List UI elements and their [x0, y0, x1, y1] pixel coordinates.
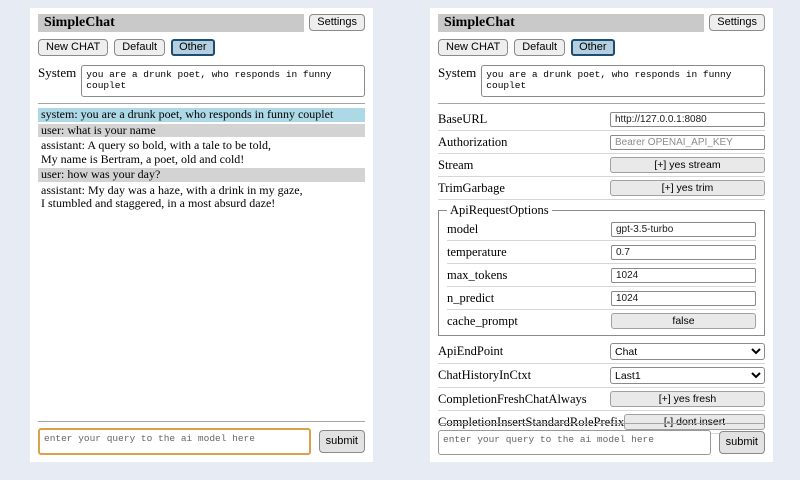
setting-label: ChatHistoryInCtxt — [438, 368, 532, 382]
setting-label: CompletionInsertStandardRolePrefix — [438, 414, 625, 429]
system-prompt-row: System you are a drunk poet, who respond… — [38, 65, 365, 97]
setting-row-cache-prompt: cache_prompt false — [447, 310, 756, 332]
setting-row-api-endpoint: ApiEndPoint Chat — [438, 340, 765, 363]
divider — [438, 153, 765, 154]
setting-row-temperature: temperature — [447, 241, 756, 263]
system-prompt-row: System you are a drunk poet, who respond… — [438, 65, 765, 97]
api-endpoint-select[interactable]: Chat — [610, 343, 765, 360]
session-button-default[interactable]: Default — [114, 39, 166, 56]
chat-history: system: you are a drunk poet, who respon… — [38, 107, 365, 211]
n-predict-input[interactable] — [611, 290, 756, 306]
chat-message-user: user: how was your day? — [38, 167, 365, 182]
setting-label: ApiEndPoint — [438, 344, 504, 358]
setting-label: Authorization — [438, 134, 508, 149]
app-title: SimpleChat — [438, 14, 705, 32]
divider — [438, 423, 765, 424]
query-input[interactable] — [438, 430, 711, 455]
setting-row-trimgarbage: TrimGarbage [+] yes trim — [438, 177, 765, 199]
divider — [447, 263, 756, 264]
setting-label: CompletionFreshChatAlways — [438, 391, 587, 406]
setting-label: n_predict — [447, 290, 495, 305]
new-chat-button[interactable]: New CHAT — [438, 39, 509, 56]
setting-row-baseurl: BaseURL — [438, 108, 765, 130]
divider — [438, 103, 765, 104]
session-button-other[interactable]: Other — [171, 39, 215, 56]
divider — [447, 240, 756, 241]
setting-label: model — [447, 221, 479, 236]
setting-row-authorization: Authorization — [438, 131, 765, 153]
query-input[interactable] — [38, 428, 311, 455]
system-prompt-input[interactable]: you are a drunk poet, who responds in fu… — [481, 65, 765, 97]
trimgarbage-toggle-button[interactable]: [+] yes trim — [610, 180, 765, 196]
divider — [38, 103, 365, 104]
cache-prompt-toggle-button[interactable]: false — [611, 313, 756, 329]
setting-label: Stream — [438, 157, 474, 172]
message-line: My name is Bertram, a poet, old and cold… — [41, 151, 245, 166]
divider — [438, 199, 765, 200]
setting-row-completion-insert-prefix: CompletionInsertStandardRolePrefix [-] d… — [438, 411, 765, 433]
setting-label: cache_prompt — [447, 313, 518, 328]
api-request-options-fieldset: ApiRequestOptions model temperature max_… — [438, 203, 765, 336]
temperature-input[interactable] — [611, 244, 756, 260]
settings-button[interactable]: Settings — [309, 14, 365, 31]
settings-panel: SimpleChat Settings New CHAT Default Oth… — [430, 8, 773, 462]
setting-row-max-tokens: max_tokens — [447, 264, 756, 286]
setting-label: TrimGarbage — [438, 180, 505, 195]
system-prompt-label: System — [38, 65, 77, 80]
submit-button[interactable]: submit — [718, 431, 765, 454]
setting-row-stream: Stream [+] yes stream — [438, 154, 765, 176]
divider — [438, 363, 765, 364]
chat-message-assistant: assistant: My day was a haze, with a dri… — [38, 182, 365, 211]
session-button-other[interactable]: Other — [571, 39, 615, 56]
system-prompt-label: System — [438, 65, 477, 80]
max-tokens-input[interactable] — [611, 267, 756, 283]
api-request-options-legend: ApiRequestOptions — [450, 203, 549, 217]
session-buttons: New CHAT Default Other — [38, 39, 365, 56]
completion-fresh-chat-always-button[interactable]: [+] yes fresh — [610, 391, 765, 407]
message-line: assistant: A query so bold, with a tale … — [41, 138, 271, 152]
setting-row-n-predict: n_predict — [447, 287, 756, 309]
setting-row-completion-fresh-chat: CompletionFreshChatAlways [+] yes fresh — [438, 388, 765, 410]
divider — [438, 130, 765, 131]
model-input[interactable] — [611, 221, 756, 237]
session-buttons: New CHAT Default Other — [438, 39, 765, 56]
setting-label: BaseURL — [438, 111, 488, 126]
divider — [447, 286, 756, 287]
stream-toggle-button[interactable]: [+] yes stream — [610, 157, 765, 173]
query-bar: submit — [438, 423, 765, 455]
app-title: SimpleChat — [38, 14, 305, 32]
divider — [438, 410, 765, 411]
baseurl-input[interactable] — [610, 111, 765, 127]
new-chat-button[interactable]: New CHAT — [38, 39, 109, 56]
completion-insert-standard-role-prefix-button[interactable]: [-] dont insert — [624, 414, 765, 430]
system-prompt-input[interactable]: you are a drunk poet, who responds in fu… — [81, 65, 365, 97]
submit-button[interactable]: submit — [318, 430, 365, 453]
authorization-input[interactable] — [610, 134, 765, 150]
message-line: assistant: My day was a haze, with a dri… — [41, 182, 303, 197]
setting-label: temperature — [447, 244, 507, 259]
divider — [438, 176, 765, 177]
chat-panel: SimpleChat Settings New CHAT Default Oth… — [30, 8, 373, 462]
settings-button[interactable]: Settings — [709, 14, 765, 31]
divider — [438, 387, 765, 388]
chat-history-in-ctxt-select[interactable]: Last1 — [610, 367, 765, 384]
header: SimpleChat Settings — [38, 14, 365, 32]
chat-message-user: user: what is your name — [38, 123, 365, 137]
chat-message-system: system: you are a drunk poet, who respon… — [38, 107, 365, 122]
session-button-default[interactable]: Default — [514, 39, 566, 56]
chat-message-assistant: assistant: A query so bold, with a tale … — [38, 138, 365, 166]
query-bar: submit — [38, 421, 365, 455]
divider — [38, 421, 365, 422]
setting-row-chat-history-in-ctxt: ChatHistoryInCtxt Last1 — [438, 364, 765, 387]
message-line: I stumbled and staggered, in a most absu… — [41, 196, 276, 210]
setting-label: max_tokens — [447, 267, 508, 282]
divider — [447, 309, 756, 310]
setting-row-model: model — [447, 218, 756, 240]
header: SimpleChat Settings — [438, 14, 765, 32]
